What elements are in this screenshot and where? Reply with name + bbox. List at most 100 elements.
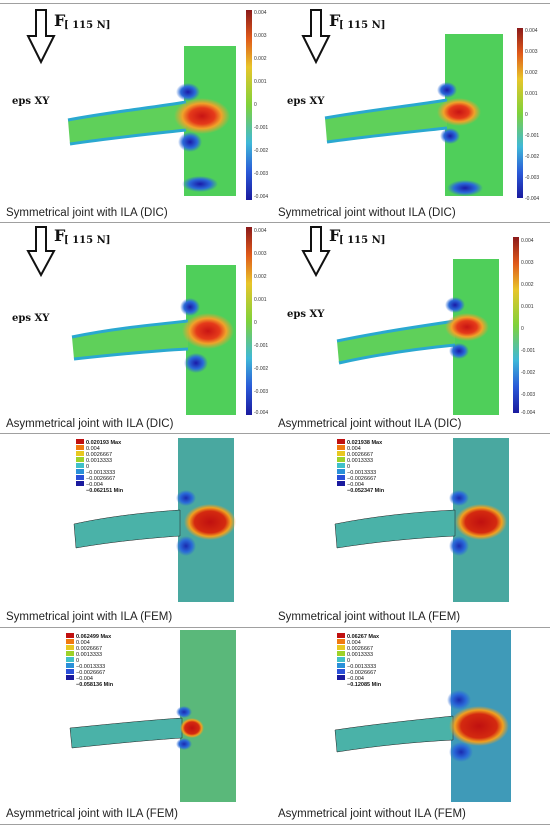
dic-panel-symmetric-with-ila: F [ 115 N] eps XY: [0, 4, 272, 204]
svg-text:0: 0: [86, 464, 89, 470]
fem-panel-asymmetric-with-ila: 0.062499 Max 0.004 0.0026667 0.0013333 0…: [0, 628, 272, 804]
panel-caption: Symmetrical joint with ILA (FEM): [6, 611, 173, 623]
fem-max-label: 0.020193 Max: [86, 440, 122, 446]
svg-text:-0.004: -0.004: [521, 410, 535, 416]
svg-text:0.0026667: 0.0026667: [347, 646, 373, 652]
panel-caption: Asymmetrical joint without ILA (FEM): [278, 808, 466, 820]
svg-text:-0.004: -0.004: [525, 196, 539, 202]
svg-text:−0.0013333: −0.0013333: [86, 470, 115, 476]
svg-text:0.003: 0.003: [521, 260, 534, 266]
fem-min-label: −0.058136 Min: [76, 682, 114, 688]
svg-text:0.0026667: 0.0026667: [86, 452, 112, 458]
svg-text:−0.0026667: −0.0026667: [347, 670, 376, 676]
svg-text:-0.004: -0.004: [254, 194, 268, 200]
force-value: [ 115 N]: [64, 20, 110, 31]
table-rule: [0, 3, 550, 4]
svg-text:−0.0013333: −0.0013333: [76, 664, 105, 670]
fem-legend: 0.020193 Max 0.004 0.0026667 0.0013333 0…: [76, 439, 124, 494]
panel-caption: Symmetrical joint without ILA (FEM): [278, 611, 461, 623]
force-label: F: [54, 11, 66, 30]
dic-panel-asymmetric-with-ila: F [ 115 N] eps XY: [0, 223, 272, 418]
svg-text:0.004: 0.004: [76, 640, 90, 646]
strain-label: eps XY: [12, 313, 50, 324]
dic-panel-symmetric-without-ila: F [ 115 N] eps XY: [275, 4, 547, 204]
force-value: [ 115 N]: [339, 20, 385, 31]
force-value: [ 115 N]: [339, 235, 385, 246]
svg-text:0.001: 0.001: [521, 304, 534, 310]
svg-text:-0.002: -0.002: [254, 148, 268, 154]
table-rule: [0, 433, 550, 434]
fem-min-label: −0.12085 Min: [347, 682, 382, 688]
fem-panel-symmetric-with-ila: 0.020193 Max 0.004 0.0026667 0.0013333 0…: [0, 434, 272, 604]
dic-panel-asymmetric-without-ila: F [ 115 N] eps XY: [275, 223, 547, 418]
svg-text:0: 0: [254, 102, 257, 108]
table-rule: [0, 824, 550, 825]
svg-text:0.004: 0.004: [254, 10, 267, 16]
svg-text:0: 0: [347, 464, 350, 470]
svg-text:0.003: 0.003: [254, 251, 267, 257]
svg-text:0: 0: [254, 320, 257, 326]
table-rule: [0, 627, 550, 628]
force-label: F: [54, 226, 66, 245]
panel-caption: Asymmetrical joint with ILA (FEM): [6, 808, 178, 820]
svg-text:-0.001: -0.001: [254, 343, 268, 349]
force-value: [ 115 N]: [64, 235, 110, 246]
strain-label: eps XY: [12, 96, 50, 107]
svg-text:0.0026667: 0.0026667: [347, 452, 373, 458]
force-arrow-icon: [26, 9, 56, 65]
svg-text:-0.003: -0.003: [525, 175, 539, 181]
fem-legend: 0.021938 Max 0.004 0.0026667 0.0013333 0…: [337, 439, 385, 494]
fem-legend: 0.062499 Max 0.004 0.0026667 0.0013333 0…: [66, 633, 114, 688]
force-arrow-icon: [301, 226, 331, 278]
svg-text:-0.004: -0.004: [254, 410, 268, 416]
fem-panel-asymmetric-without-ila: 0.06267 Max 0.004 0.0026667 0.0013333 0 …: [275, 628, 547, 804]
svg-text:−0.0013333: −0.0013333: [347, 470, 376, 476]
force-arrow-icon: [26, 226, 56, 278]
svg-text:-0.001: -0.001: [254, 125, 268, 131]
svg-text:-0.001: -0.001: [525, 133, 539, 139]
svg-text:0.0026667: 0.0026667: [76, 646, 102, 652]
svg-text:0: 0: [76, 658, 79, 664]
dic-scale-ticks: 0.004 0.003 0.002 0.001 0 -0.001 -0.002 …: [521, 238, 535, 416]
svg-text:0: 0: [521, 326, 524, 332]
svg-text:0.004: 0.004: [254, 228, 267, 234]
fem-max-label: 0.06267 Max: [347, 634, 380, 640]
svg-text:-0.002: -0.002: [254, 366, 268, 372]
panel-caption: Asymmetrical joint with ILA (DIC): [6, 418, 174, 430]
strain-label: eps XY: [287, 96, 325, 107]
svg-text:0.0013333: 0.0013333: [86, 458, 112, 464]
fem-legend: 0.06267 Max 0.004 0.0026667 0.0013333 0 …: [337, 633, 382, 688]
dic-scale-ticks: 0.004 0.003 0.002 0.001 0 -0.001 -0.002 …: [254, 228, 268, 416]
svg-text:0.001: 0.001: [254, 79, 267, 85]
dic-scale-ticks: 0.004 0.003 0.002 0.001 0 -0.001 -0.002 …: [525, 28, 539, 202]
svg-text:0.004: 0.004: [86, 446, 100, 452]
fem-max-label: 0.062499 Max: [76, 634, 112, 640]
svg-text:−0.0026667: −0.0026667: [347, 476, 376, 482]
svg-text:0.0013333: 0.0013333: [347, 652, 373, 658]
svg-text:-0.002: -0.002: [525, 154, 539, 160]
svg-text:-0.001: -0.001: [521, 348, 535, 354]
svg-text:0.004: 0.004: [525, 28, 538, 34]
svg-text:0.003: 0.003: [254, 33, 267, 39]
svg-text:0.0013333: 0.0013333: [76, 652, 102, 658]
panel-caption: Symmetrical joint with ILA (DIC): [6, 207, 168, 219]
svg-text:-0.002: -0.002: [521, 370, 535, 376]
strain-label: eps XY: [287, 309, 325, 320]
svg-text:0.001: 0.001: [525, 91, 538, 97]
svg-text:0.004: 0.004: [347, 640, 361, 646]
svg-text:−0.004: −0.004: [76, 676, 93, 682]
table-rule: [0, 222, 550, 223]
svg-text:−0.004: −0.004: [347, 482, 364, 488]
fem-max-label: 0.021938 Max: [347, 440, 383, 446]
svg-text:0.001: 0.001: [254, 297, 267, 303]
svg-text:0.002: 0.002: [521, 282, 534, 288]
panel-caption: Symmetrical joint without ILA (DIC): [278, 207, 456, 219]
force-label: F: [329, 226, 341, 245]
svg-text:0.002: 0.002: [525, 70, 538, 76]
force-arrow-icon: [301, 9, 331, 65]
fem-min-label: −0.062151 Min: [86, 488, 124, 494]
svg-text:0: 0: [347, 658, 350, 664]
svg-text:0.0013333: 0.0013333: [347, 458, 373, 464]
fem-panel-symmetric-without-ila: 0.021938 Max 0.004 0.0026667 0.0013333 0…: [275, 434, 547, 604]
